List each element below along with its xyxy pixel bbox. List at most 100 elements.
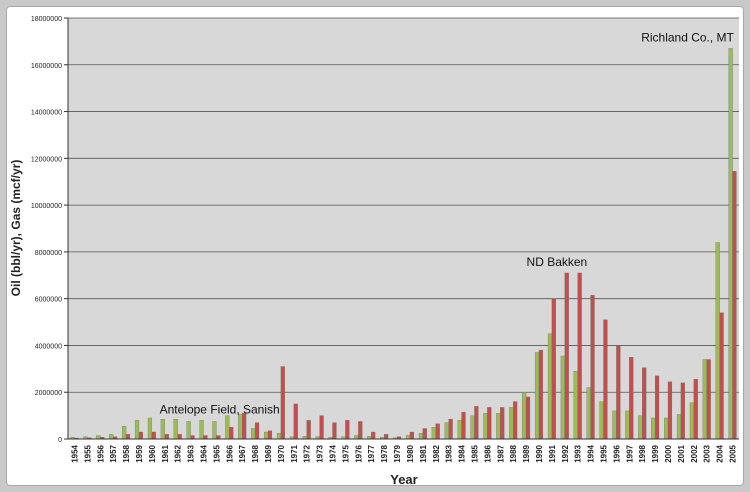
x-tick-label: 1984: [458, 444, 467, 462]
oil-bar: [728, 48, 733, 440]
x-tick-label: 2000: [664, 444, 673, 462]
x-tick-label: 1990: [535, 444, 544, 462]
x-tick-label: 2003: [703, 444, 712, 462]
x-tick-label: 1970: [277, 444, 286, 462]
y-tick-label: 2000000: [35, 390, 62, 397]
gas-bar: [138, 431, 143, 440]
gas-bar: [616, 345, 621, 440]
oil-bar: [509, 407, 514, 440]
oil-bar: [702, 359, 707, 440]
gas-bar: [242, 413, 247, 440]
x-tick-label: 1972: [303, 444, 312, 462]
oil-bar: [534, 352, 540, 440]
x-tick-label: 1957: [109, 444, 118, 462]
x-tick-label: 1998: [638, 444, 647, 462]
oil-bar: [715, 242, 720, 440]
x-tick-label: 1976: [354, 444, 363, 462]
oil-bar: [586, 387, 591, 440]
y-tick-label: 12000000: [31, 156, 62, 163]
oil-bar: [547, 333, 553, 440]
oil-bar: [625, 410, 630, 440]
gas-bar: [280, 366, 285, 440]
x-tick-label: 1978: [380, 444, 389, 462]
x-tick-label: 1963: [187, 444, 196, 462]
oil-bar: [173, 418, 178, 440]
annotation-label: Antelope Field, Sanish: [160, 402, 280, 416]
gas-bar: [719, 312, 724, 440]
x-tick-label: 1980: [406, 444, 415, 462]
oil-bar: [638, 415, 643, 440]
y-tick-label: 14000000: [31, 110, 62, 117]
gas-bar: [551, 298, 556, 440]
plot-background: [68, 18, 739, 439]
gas-bar: [525, 396, 531, 440]
gas-bar: [538, 349, 544, 440]
x-tick-label: 2001: [677, 444, 686, 462]
x-tick-label: 1979: [393, 444, 402, 462]
x-tick-label: 1962: [174, 444, 183, 462]
oil-bar: [354, 435, 359, 440]
gas-bar: [667, 381, 673, 440]
gas-bar: [358, 421, 363, 440]
gas-bar: [680, 382, 685, 440]
x-tick-label: 1958: [122, 444, 131, 462]
gas-bar: [603, 319, 608, 440]
x-tick-label: 1991: [548, 444, 557, 462]
gas-bar: [332, 422, 337, 440]
gas-bar: [345, 420, 350, 440]
gas-bar: [254, 422, 260, 440]
oil-bar: [122, 425, 127, 440]
oil-bar: [251, 428, 256, 440]
gas-bar: [319, 415, 324, 440]
x-tick-label: 1997: [625, 444, 634, 462]
x-tick-label: 1974: [329, 444, 338, 462]
oil-bar: [599, 401, 604, 440]
x-tick-label: 1961: [161, 444, 170, 462]
x-tick-label: 1971: [290, 444, 299, 462]
gas-bar: [474, 406, 479, 440]
x-axis-title: Year: [390, 472, 417, 487]
x-tick-label: 1967: [238, 444, 247, 462]
gas-bar: [190, 435, 195, 440]
oil-bar: [109, 434, 114, 440]
oil-bar: [612, 410, 617, 440]
gas-bar: [642, 367, 647, 440]
x-tick-label: 1983: [445, 444, 454, 462]
gas-bar: [732, 171, 737, 440]
y-tick-label: 18000000: [31, 16, 62, 23]
gas-bar: [461, 411, 466, 440]
oil-bar: [276, 433, 282, 440]
gas-bar: [177, 434, 182, 440]
oil-bar: [418, 433, 424, 440]
oil-bar: [212, 421, 217, 440]
x-tick-label: 1999: [651, 444, 660, 462]
x-tick-label: 1987: [496, 444, 505, 462]
oil-bar: [560, 355, 565, 440]
gas-bar: [293, 403, 298, 440]
annotation-label: Richland Co., MT: [641, 30, 734, 44]
y-tick-label: 10000000: [31, 203, 62, 210]
gas-bar: [216, 435, 221, 440]
x-tick-label: 1964: [199, 444, 208, 462]
oil-bar: [134, 420, 140, 440]
oil-bar: [96, 435, 101, 440]
gas-bar: [229, 427, 234, 440]
gas-bar: [409, 431, 414, 440]
y-tick-label: 6000000: [35, 297, 62, 304]
x-tick-label: 1992: [561, 444, 570, 462]
gas-bar: [448, 418, 453, 440]
x-tick-label: 1996: [612, 444, 621, 462]
x-tick-label: 1956: [96, 444, 105, 462]
gas-bar: [564, 272, 569, 440]
x-tick-label: 1982: [432, 444, 441, 462]
x-tick-label: 1975: [341, 444, 350, 462]
gas-bar: [422, 428, 427, 440]
x-tick-label: 2002: [690, 444, 699, 462]
x-tick-label: 2004: [716, 444, 725, 462]
oil-bar: [160, 418, 165, 440]
x-tick-label: 1981: [419, 444, 428, 462]
oil-bar: [689, 402, 694, 440]
gas-bar: [383, 434, 389, 440]
y-tick-label: 16000000: [31, 63, 62, 70]
x-tick-label: 1966: [225, 444, 234, 462]
